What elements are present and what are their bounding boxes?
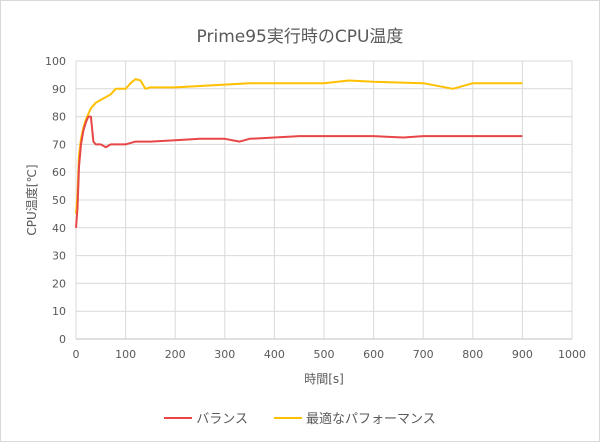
legend-swatch-balance [164,416,193,419]
legend-item-balance[interactable]: バランス [164,408,248,427]
x-tick-label: 400 [264,348,285,361]
legend: バランス 最適なパフォーマンス [0,408,600,427]
legend-label-best-performance: 最適なパフォーマンス [306,412,436,427]
y-tick-label: 50 [52,194,66,207]
x-axis-label: 時間[s] [304,372,344,386]
x-tick-label: 700 [413,348,434,361]
y-tick-label: 40 [52,222,66,235]
x-tick-label: 800 [462,348,483,361]
series-line [75,115,523,228]
x-axis-ticks: 0 100 200 300 400 500 600 700 800 900 1000 [73,348,587,361]
x-tick-label: 0 [73,348,80,361]
data-lines [75,78,523,228]
x-tick-label: 600 [363,348,384,361]
y-tick-label: 100 [45,55,66,68]
y-axis-ticks: 0 10 20 30 40 50 60 70 80 90 100 [45,55,66,346]
y-tick-label: 60 [52,166,66,179]
x-tick-label: 200 [165,348,186,361]
y-tick-label: 10 [52,305,66,318]
x-tick-label: 500 [314,348,335,361]
x-tick-label: 900 [512,348,533,361]
y-tick-label: 20 [52,277,66,290]
x-tick-label: 1000 [558,348,586,361]
series-line [75,78,523,214]
y-axis-label: CPU温度[℃] [24,164,39,235]
chart-title: Prime95実行時のCPU温度 [196,27,404,47]
y-tick-label: 90 [52,83,66,96]
y-tick-label: 30 [52,250,66,263]
y-tick-label: 0 [59,333,66,346]
gridlines [75,60,573,340]
x-tick-label: 300 [214,348,235,361]
y-tick-label: 70 [52,138,66,151]
legend-label-balance: バランス [196,412,248,427]
legend-item-best-performance[interactable]: 最適なパフォーマンス [274,408,436,427]
x-tick-label: 100 [115,348,136,361]
y-tick-label: 80 [52,111,66,124]
legend-swatch-best-performance [274,416,302,419]
